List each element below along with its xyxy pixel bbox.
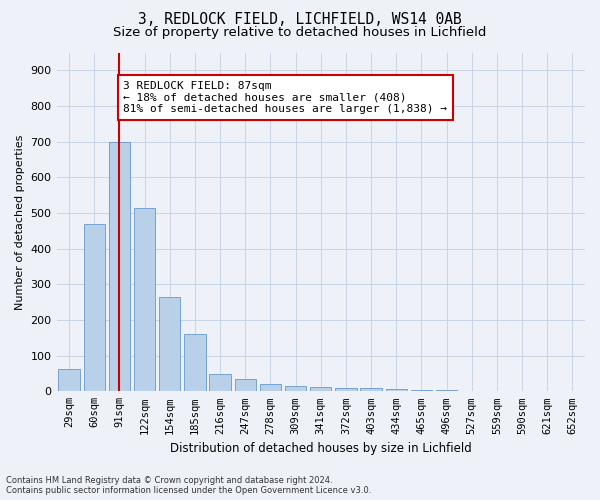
Bar: [134, 208, 155, 392]
Bar: [436, 390, 457, 392]
Text: 3 REDLOCK FIELD: 87sqm
← 18% of detached houses are smaller (408)
81% of semi-de: 3 REDLOCK FIELD: 87sqm ← 18% of detached…: [123, 81, 447, 114]
Bar: [83, 224, 105, 392]
Bar: [335, 388, 356, 392]
Text: Contains HM Land Registry data © Crown copyright and database right 2024.
Contai: Contains HM Land Registry data © Crown c…: [6, 476, 371, 495]
Bar: [386, 389, 407, 392]
Bar: [260, 384, 281, 392]
Y-axis label: Number of detached properties: Number of detached properties: [15, 134, 25, 310]
Bar: [411, 390, 432, 392]
Text: 3, REDLOCK FIELD, LICHFIELD, WS14 0AB: 3, REDLOCK FIELD, LICHFIELD, WS14 0AB: [138, 12, 462, 28]
Bar: [109, 142, 130, 392]
Bar: [209, 374, 231, 392]
Bar: [58, 369, 80, 392]
Bar: [361, 388, 382, 392]
Text: Size of property relative to detached houses in Lichfield: Size of property relative to detached ho…: [113, 26, 487, 39]
Bar: [285, 386, 307, 392]
Bar: [310, 386, 331, 392]
Bar: [461, 390, 482, 392]
Bar: [235, 379, 256, 392]
Bar: [159, 297, 181, 392]
X-axis label: Distribution of detached houses by size in Lichfield: Distribution of detached houses by size …: [170, 442, 472, 455]
Bar: [184, 334, 206, 392]
